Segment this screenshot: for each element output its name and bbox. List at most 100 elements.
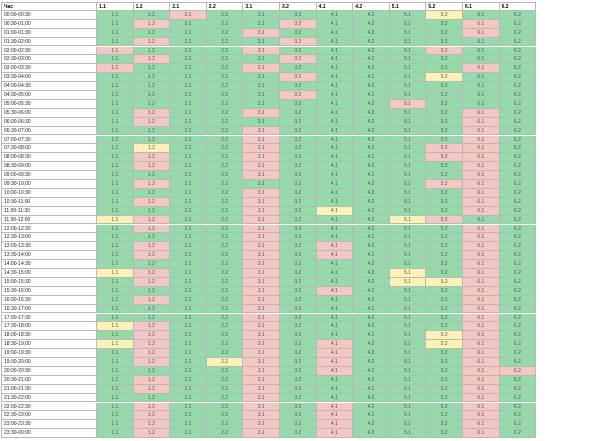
time-slot: 09:00-09:30: [1, 171, 97, 180]
status-cell: 4.2: [353, 420, 390, 430]
status-cell: 3.1: [243, 384, 280, 394]
status-cell: 2.2: [206, 73, 244, 83]
time-slot: 23:00-23:30: [1, 420, 97, 430]
status-cell: 4.2: [353, 188, 390, 198]
status-cell: 3.2: [280, 117, 317, 127]
status-cell: 6.1: [463, 375, 500, 385]
status-cell: 4.2: [353, 171, 390, 180]
status-cell: 2.1: [170, 197, 207, 207]
time-slot: 07:30-08:00: [1, 144, 97, 154]
status-cell: 5.2: [426, 411, 463, 421]
status-cell: 2.2: [206, 206, 244, 216]
status-cell: 6.2: [499, 313, 537, 323]
time-slot: 11:30-12:00: [1, 215, 97, 225]
status-cell: 2.1: [170, 402, 207, 412]
status-cell: 6.2: [499, 295, 537, 305]
status-cell: 5.2: [426, 349, 463, 358]
status-cell: 6.1: [463, 10, 500, 20]
status-cell: 5.1: [389, 224, 427, 234]
status-cell: 4.2: [353, 28, 390, 38]
status-cell: 5.1: [389, 73, 427, 83]
status-cell: 5.1: [389, 19, 427, 29]
status-cell: 2.1: [170, 153, 207, 163]
status-cell: 1.2: [133, 260, 171, 269]
status-cell: 6.2: [499, 375, 537, 385]
status-cell: 3.2: [280, 64, 317, 74]
status-cell: 3.1: [243, 375, 280, 385]
status-cell: 2.2: [206, 126, 244, 136]
status-cell: 4.1: [316, 188, 354, 198]
status-cell: 4.1: [316, 420, 354, 430]
status-cell: 1.2: [133, 349, 171, 358]
status-cell: 4.2: [353, 162, 390, 172]
status-cell: 6.1: [463, 358, 500, 367]
status-cell: 3.1: [243, 277, 280, 287]
status-cell: 2.2: [206, 64, 244, 74]
time-slot: 16:30-17:00: [1, 304, 97, 314]
status-cell: 5.1: [389, 375, 427, 385]
status-cell: 5.2: [426, 64, 463, 74]
status-cell: 6.2: [499, 331, 537, 341]
status-cell: 4.2: [353, 37, 390, 47]
status-cell: 1.1: [97, 126, 134, 136]
status-cell: 2.1: [170, 19, 207, 29]
status-cell: 5.1: [389, 349, 427, 358]
status-cell: 5.2: [426, 286, 463, 296]
status-cell: 6.2: [499, 171, 537, 180]
time-slot: 15:30-16:00: [1, 286, 97, 296]
status-cell: 4.2: [353, 295, 390, 305]
status-cell: 6.1: [463, 420, 500, 430]
status-cell: 2.2: [206, 162, 244, 172]
status-cell: 5.2: [426, 340, 463, 350]
status-cell: 2.1: [170, 349, 207, 358]
status-cell: 4.1: [316, 46, 354, 56]
status-cell: 2.1: [170, 10, 207, 20]
status-cell: 1.1: [97, 384, 134, 394]
status-cell: 5.2: [426, 135, 463, 145]
status-cell: 2.2: [206, 429, 244, 439]
status-cell: 5.1: [389, 180, 427, 189]
status-cell: 1.2: [133, 215, 171, 225]
status-cell: 1.1: [97, 358, 134, 367]
time-slot: 12:00-12:30: [1, 224, 97, 234]
status-cell: 6.2: [499, 269, 537, 278]
status-cell: 4.2: [353, 91, 390, 100]
status-cell: 3.2: [280, 331, 317, 341]
status-cell: 3.1: [243, 322, 280, 332]
status-cell: 5.2: [426, 366, 463, 376]
status-cell: 2.1: [170, 82, 207, 91]
status-cell: 3.2: [280, 251, 317, 261]
status-cell: 5.1: [389, 206, 427, 216]
status-cell: 5.1: [389, 313, 427, 323]
status-cell: 3.2: [280, 46, 317, 56]
status-cell: 5.1: [389, 117, 427, 127]
status-cell: 2.1: [170, 108, 207, 118]
status-cell: 1.2: [133, 402, 171, 412]
status-cell: 3.1: [243, 28, 280, 38]
status-cell: 4.1: [316, 393, 354, 403]
time-slot: 14:30-15:00: [1, 269, 97, 278]
status-cell: 1.2: [133, 251, 171, 261]
status-cell: 3.2: [280, 402, 317, 412]
time-slot: 18:00-18:30: [1, 331, 97, 341]
status-cell: 6.2: [499, 322, 537, 332]
status-cell: 2.1: [170, 322, 207, 332]
status-cell: 3.2: [280, 19, 317, 29]
header-time: Час: [1, 2, 97, 11]
status-cell: 1.2: [133, 99, 171, 109]
status-cell: 4.2: [353, 10, 390, 20]
status-cell: 4.1: [316, 55, 354, 65]
status-cell: 1.1: [97, 322, 134, 332]
status-cell: 5.1: [389, 10, 427, 20]
status-cell: 6.1: [463, 206, 500, 216]
status-cell: 2.1: [170, 233, 207, 243]
status-cell: 3.2: [280, 73, 317, 83]
status-cell: 2.1: [170, 295, 207, 305]
status-cell: 2.2: [206, 349, 244, 358]
status-cell: 6.1: [463, 411, 500, 421]
status-cell: 3.2: [280, 322, 317, 332]
time-slot: 02:30-03:00: [1, 55, 97, 65]
status-cell: 2.2: [206, 269, 244, 278]
status-cell: 2.1: [170, 384, 207, 394]
